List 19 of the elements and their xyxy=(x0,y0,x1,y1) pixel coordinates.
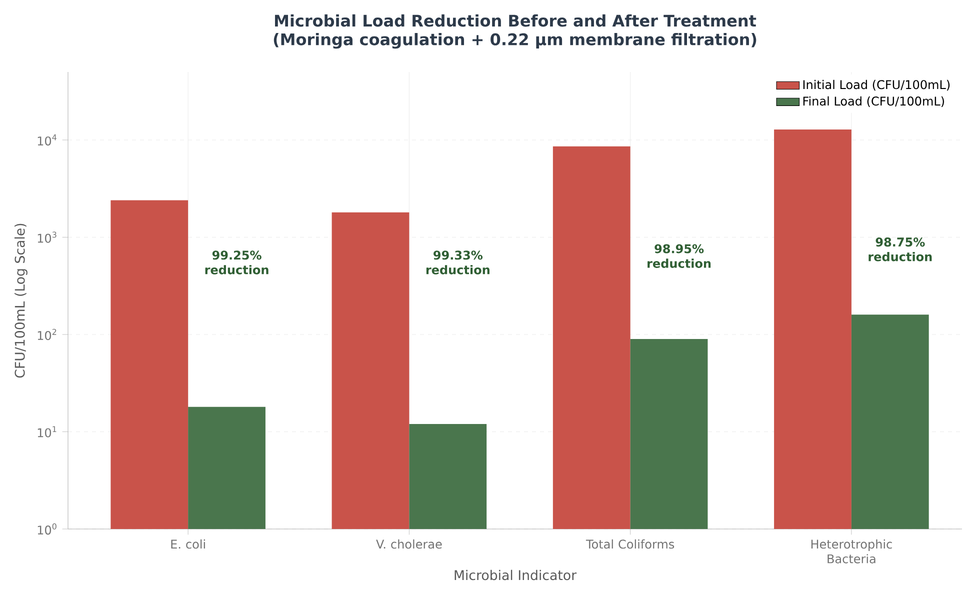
annotation: 98.75% reduction xyxy=(868,238,932,262)
chart-subtitle: (Moringa coagulation + 0.22 µm membrane filtration) xyxy=(274,33,756,49)
x-tick-label: Heterotrophic Bacteria xyxy=(811,539,892,564)
x-tick-label: E. coli xyxy=(171,539,205,549)
annotation: 98.95% reduction xyxy=(648,244,711,268)
x-tick-label: Total Coliforms xyxy=(586,539,674,549)
x-tick-label: V. cholerae xyxy=(376,539,442,549)
annotation: 99.33% reduction xyxy=(426,250,490,274)
chart-title: Microbial Load Reduction Before and After Treatment xyxy=(275,14,756,27)
x-axis-title: Microbial Indicator xyxy=(454,570,577,580)
y-tick-label: 10$^{4}$ xyxy=(38,134,56,146)
y-tick-label: 10$^{0}$ xyxy=(38,523,56,535)
annotation: 99.25% reduction xyxy=(205,250,268,274)
y-tick-label: 10$^{1}$ xyxy=(38,426,56,438)
legend-label: Initial Load (CFU/100mL) xyxy=(803,80,950,91)
y-axis-title: CFU/100mL (Log Scale) xyxy=(14,224,28,378)
legend-label: Final Load (CFU/100mL) xyxy=(803,96,944,108)
y-tick-label: 10$^{2}$ xyxy=(38,328,56,340)
y-tick-label: 10$^{3}$ xyxy=(38,232,56,243)
